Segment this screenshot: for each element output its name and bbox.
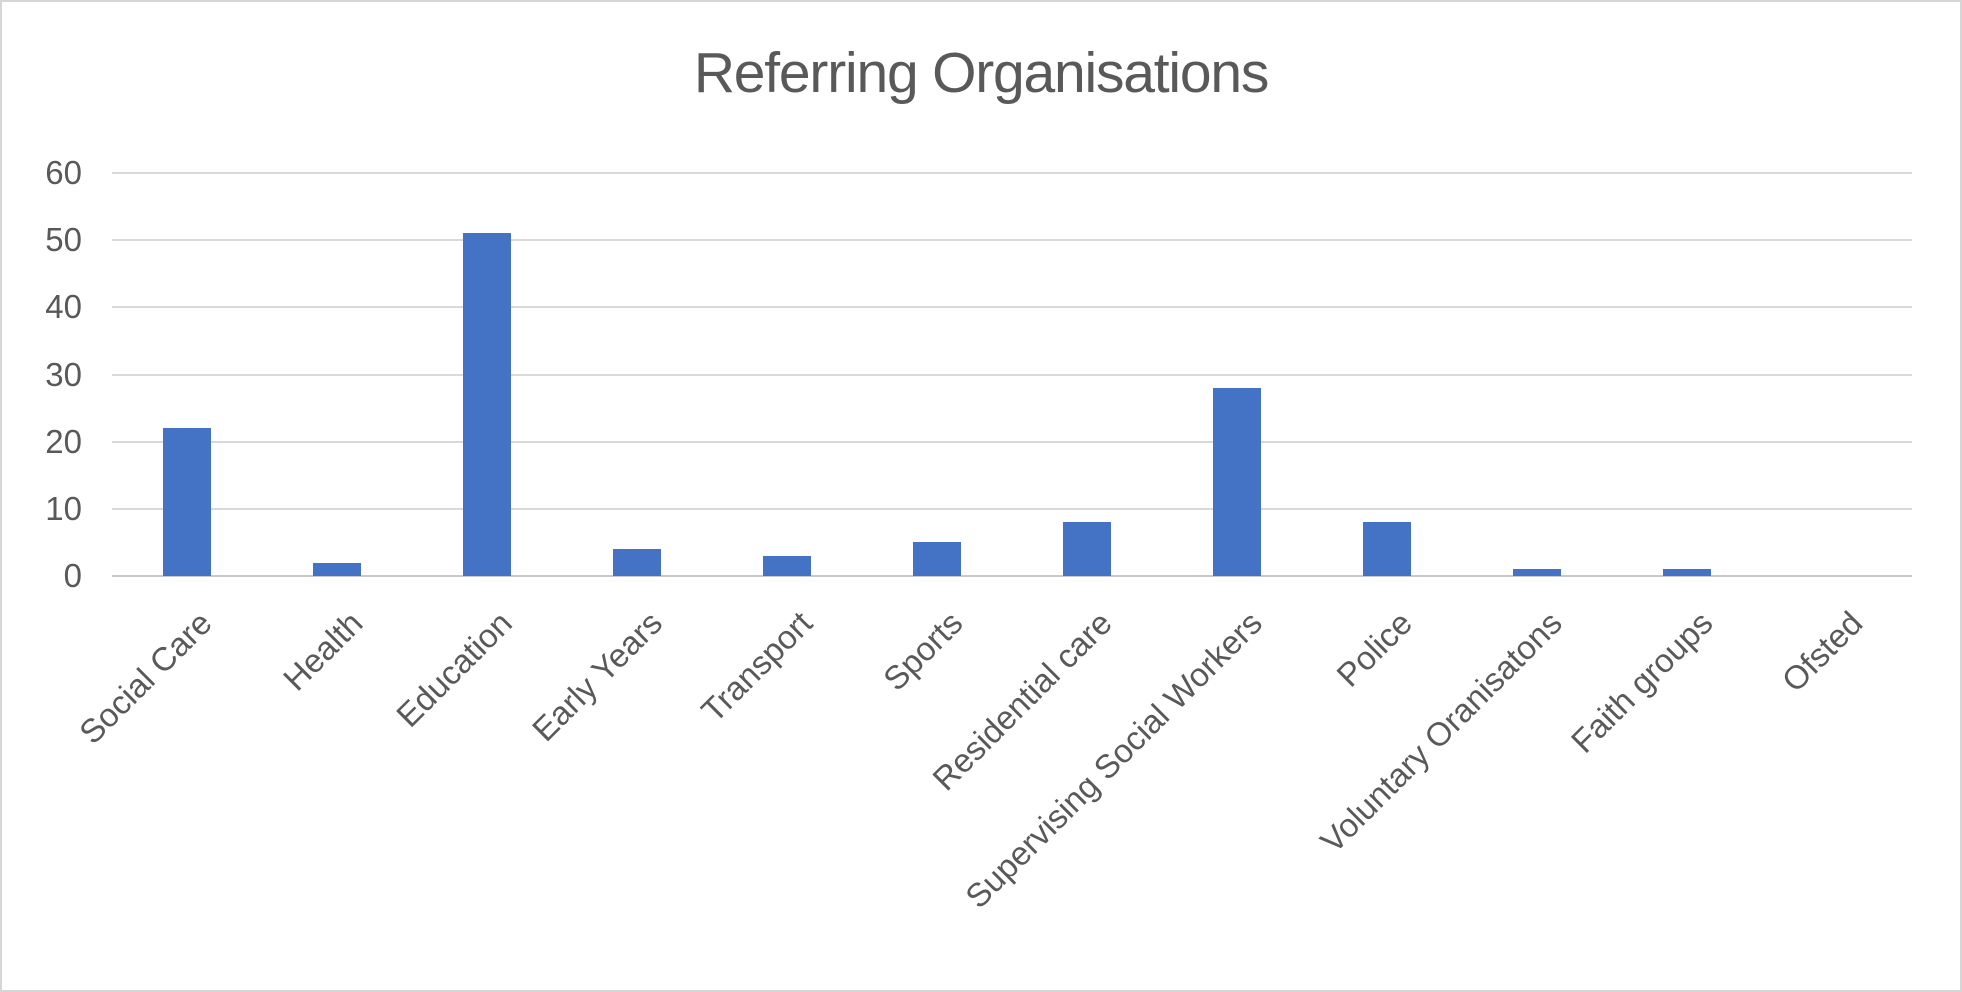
x-tick-label-transport: Transport: [694, 604, 820, 730]
y-tick-label-60: 60: [45, 154, 82, 191]
gridline-30: [112, 373, 1912, 376]
x-tick-label-early-years: Early Years: [524, 604, 670, 749]
x-tick-label-education: Education: [389, 604, 520, 734]
bar-early-years: [613, 549, 661, 576]
x-tick-label-health: Health: [275, 604, 370, 698]
x-tick-label-ofsted: Ofsted: [1774, 604, 1870, 699]
chart-title: Referring Organisations: [693, 41, 1270, 105]
gridline-60: [112, 172, 1912, 174]
y-tick-label-30: 30: [45, 355, 82, 393]
y-tick-label-50: 50: [45, 221, 82, 259]
x-tick-label-supervising-social-workers: Supervising Social Workers: [958, 604, 1270, 916]
y-tick-label-20: 20: [45, 422, 82, 460]
bar-police: [1363, 522, 1411, 576]
bar-social-care: [163, 428, 211, 576]
x-tick-label-voluntary-oranisatons: Voluntary Oranisatons: [1313, 604, 1570, 860]
bar-faith-groups: [1663, 569, 1711, 576]
bar-supervising-social-workers: [1213, 387, 1261, 576]
x-tick-label-faith-groups: Faith groups: [1563, 604, 1720, 760]
gridline-40: [112, 306, 1912, 309]
bar-voluntary-oranisatons: [1513, 569, 1561, 576]
x-tick-label-social-care: Social Care: [72, 604, 220, 751]
gridline-10: [112, 507, 1912, 510]
bar-education: [463, 233, 511, 576]
bar-health: [313, 562, 361, 576]
x-axis-line: [112, 575, 1912, 577]
y-tick-label-40: 40: [45, 288, 82, 326]
y-tick-label-0: 0: [63, 557, 82, 594]
gridline-50: [112, 239, 1912, 242]
x-tick-label-police: Police: [1329, 604, 1420, 694]
y-tick-label-10: 10: [45, 489, 82, 527]
bar-sports: [913, 542, 961, 576]
gridline-20: [112, 440, 1912, 443]
x-tick-label-sports: Sports: [875, 604, 970, 698]
bar-residential-care: [1063, 522, 1111, 576]
bar-transport: [763, 555, 811, 576]
